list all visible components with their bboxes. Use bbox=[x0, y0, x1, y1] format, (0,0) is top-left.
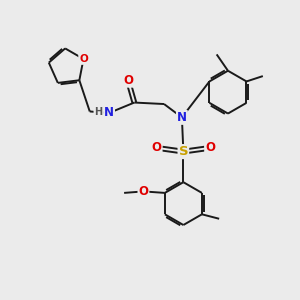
Text: O: O bbox=[152, 141, 162, 154]
Text: O: O bbox=[138, 185, 148, 198]
Text: S: S bbox=[178, 145, 188, 158]
Text: N: N bbox=[177, 111, 187, 124]
Text: H: H bbox=[94, 107, 102, 117]
Text: O: O bbox=[123, 74, 134, 87]
Text: O: O bbox=[79, 54, 88, 64]
Text: N: N bbox=[104, 106, 114, 119]
Text: O: O bbox=[205, 141, 215, 154]
